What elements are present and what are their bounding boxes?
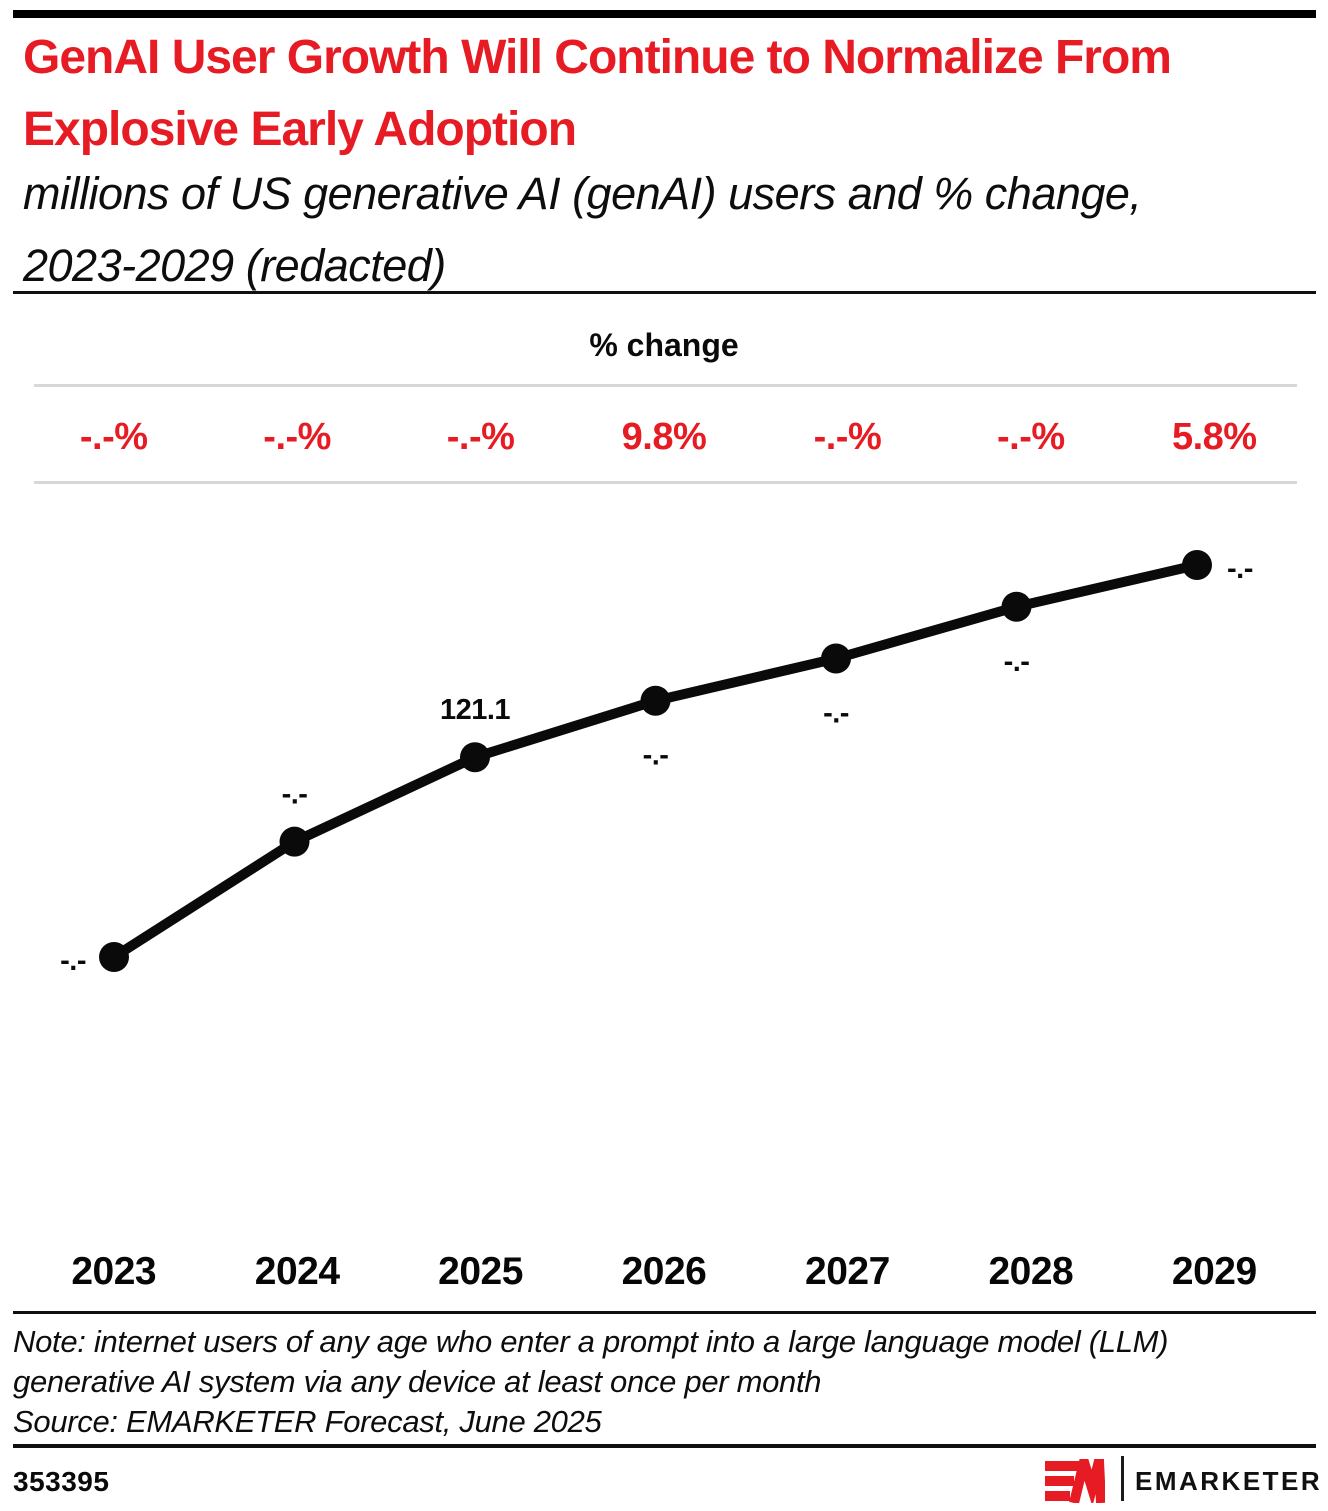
top-bar	[13, 10, 1316, 18]
year-label-2028: 2028	[988, 1250, 1074, 1293]
year-label-2025: 2025	[438, 1250, 523, 1293]
footnote-divider	[13, 1311, 1316, 1314]
data-point-2027	[821, 643, 851, 674]
brand-wordmark: EMARKETER	[1135, 1466, 1323, 1496]
year-label-2026: 2026	[621, 1250, 707, 1293]
data-point-2024	[279, 826, 310, 857]
data-point-2026	[640, 685, 671, 716]
footnote-block: Note: internet users of any age who ente…	[13, 1322, 1313, 1442]
year-label-2027: 2027	[805, 1250, 890, 1293]
pct-change-row: -.-% -.-% -.-% 9.8% -.-% -.-% 5.8%	[22, 416, 1306, 459]
data-point-label-2029: -.-	[1227, 553, 1253, 585]
data-point-label-2028: -.-	[1004, 646, 1030, 678]
source-text: Source: EMARKETER Forecast, June 2025	[13, 1404, 602, 1439]
header-divider	[13, 291, 1316, 294]
pct-change-value-2026: 9.8%	[621, 416, 707, 458]
pct-change-header: % change	[589, 327, 739, 363]
pct-band-top-rule	[34, 384, 1297, 387]
em-mark-icon	[1045, 1459, 1105, 1503]
pct-change-value-2029: 5.8%	[1171, 416, 1257, 458]
pct-change-value-2023: -.-%	[79, 416, 148, 458]
year-label-2023: 2023	[71, 1250, 157, 1293]
logo-divider	[1121, 1456, 1124, 1501]
chart-title: GenAI User Growth Will Continue to Norma…	[23, 31, 1172, 156]
year-label-2029: 2029	[1171, 1250, 1257, 1293]
genai-users-line	[109, 560, 1202, 962]
data-point-label-2026: -.-	[643, 740, 669, 772]
pct-change-value-2025: -.-%	[446, 416, 515, 458]
data-point-label-2024: -.-	[282, 779, 308, 811]
emarketer-logo: EMARKETER	[1045, 1455, 1320, 1503]
data-point-2029	[1182, 550, 1212, 581]
data-point-2028	[1001, 591, 1032, 622]
pct-change-value-2028: -.-%	[997, 416, 1065, 458]
chart-subtitle: millions of US generative AI (genAI) use…	[23, 168, 1142, 291]
note-text: Note: internet users of any age who ente…	[13, 1324, 1169, 1399]
footer-divider	[13, 1444, 1316, 1448]
year-label-2024: 2024	[254, 1250, 340, 1293]
x-axis-years: 2023 2024 2025 2026 2027 2028 2029	[22, 1250, 1306, 1294]
data-point-2025	[460, 742, 490, 773]
pct-change-value-2027: -.-%	[813, 416, 882, 458]
pct-change-value-2024: -.-%	[263, 416, 331, 458]
data-point-2023	[99, 942, 129, 972]
pct-band-bottom-rule	[34, 481, 1297, 484]
chart-id: 353395	[13, 1466, 110, 1497]
data-point-label-2025: 121.1	[440, 694, 510, 726]
data-point-label-2027: -.-	[823, 697, 849, 729]
data-point-label-2023: -.-	[60, 945, 86, 977]
